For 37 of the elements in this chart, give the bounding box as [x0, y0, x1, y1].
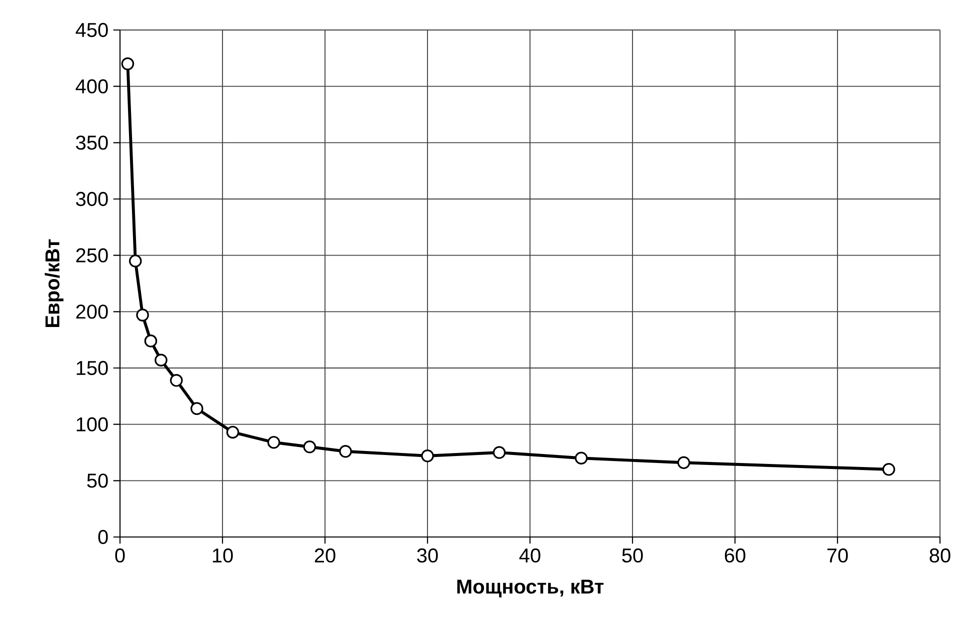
- x-tick-label: 30: [417, 548, 438, 563]
- y-tick-label: 350: [76, 136, 108, 150]
- point: [128, 254, 142, 268]
- y-tick-label: 200: [76, 304, 108, 319]
- point: [190, 402, 204, 415]
- point: [144, 334, 158, 348]
- y-tick-label: 0: [98, 530, 108, 544]
- x-tick-label: 60: [724, 548, 746, 563]
- point: [677, 456, 690, 470]
- x-tick-label: 80: [930, 548, 950, 563]
- x-axis-title: Мощность, кВт: [457, 580, 604, 598]
- point: [574, 452, 588, 465]
- point: [170, 374, 183, 387]
- point: [492, 446, 506, 459]
- x-tick-label: 40: [519, 548, 540, 563]
- point: [421, 449, 434, 462]
- y-tick-label: 400: [76, 79, 108, 94]
- x-tick-label: 50: [622, 548, 643, 563]
- x-tick-label: 0: [115, 548, 125, 563]
- y-axis-title: Евро/кВт: [44, 239, 64, 327]
- point: [136, 308, 149, 322]
- point: [154, 354, 168, 367]
- point: [882, 463, 896, 476]
- x-tick-label: 10: [212, 548, 233, 563]
- point: [339, 444, 352, 458]
- y-tick-label: 100: [76, 417, 108, 432]
- x-tick-label: 70: [827, 548, 848, 563]
- y-tick-label: 50: [87, 474, 108, 488]
- point: [267, 436, 280, 449]
- x-tick-label: 20: [314, 548, 336, 563]
- point: [121, 57, 134, 70]
- y-tick-label: 250: [76, 248, 108, 262]
- point: [303, 440, 316, 454]
- y-tick-label: 150: [76, 360, 108, 376]
- y-tick-label: 300: [76, 192, 108, 206]
- point: [226, 426, 240, 439]
- y-tick-label: 450: [76, 22, 108, 38]
